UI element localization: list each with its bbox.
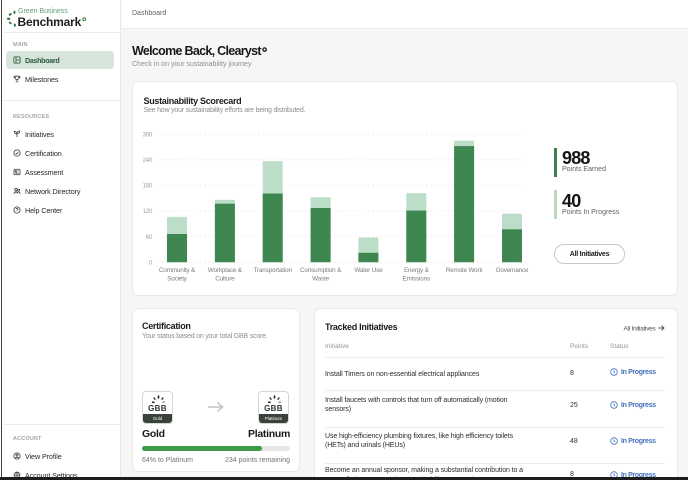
svg-text:0: 0 <box>149 260 153 266</box>
svg-text:Culture: Culture <box>215 276 235 283</box>
svg-text:Water Use: Water Use <box>354 267 383 274</box>
svg-text:Energy &: Energy & <box>404 267 430 274</box>
svg-text:120: 120 <box>143 209 153 215</box>
svg-text:Emissions: Emissions <box>403 276 430 283</box>
svg-text:180: 180 <box>143 184 153 190</box>
svg-text:Workplace &: Workplace & <box>208 267 243 274</box>
svg-text:Consumption &: Consumption & <box>300 267 342 274</box>
svg-text:Transportation: Transportation <box>254 267 293 274</box>
svg-text:Society: Society <box>167 276 188 283</box>
svg-text:60: 60 <box>146 235 153 241</box>
svg-text:240: 240 <box>143 158 153 164</box>
svg-text:300: 300 <box>143 132 153 138</box>
svg-text:Waste: Waste <box>312 276 330 283</box>
svg-text:Community &: Community & <box>159 267 196 274</box>
svg-text:Remote Work: Remote Work <box>446 267 484 274</box>
svg-text:Governance: Governance <box>496 267 529 274</box>
